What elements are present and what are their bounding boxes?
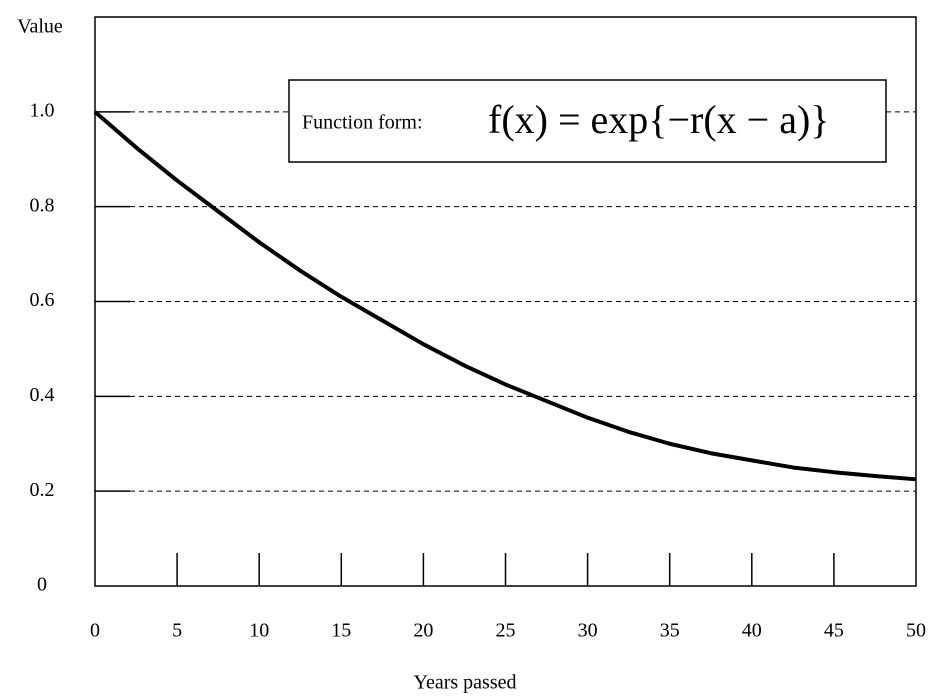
x-tick-label: 35 [660,620,680,642]
y-tick-label: 0.4 [30,384,55,406]
x-tick-label: 0 [90,620,100,642]
x-axis-label: Years passed [414,672,517,694]
x-tick-label: 5 [172,620,182,642]
y-tick-label: 0 [37,574,47,596]
x-tick-label: 50 [906,620,926,642]
x-tick-label: 25 [496,620,516,642]
x-tick-label: 20 [413,620,433,642]
annotation-label: Function form: [302,112,423,134]
annotation-formula: f(x) = exp{−r(x − a)} [488,97,830,142]
x-tick-label: 40 [742,620,762,642]
annotation-box [288,79,887,163]
y-tick-label: 1.0 [30,99,55,121]
x-tick-label: 30 [578,620,598,642]
y-tick-label: 0.6 [30,289,55,311]
data-line [93,110,917,482]
x-tick-label: 15 [331,620,351,642]
y-tick-label: 0.2 [30,479,55,501]
y-tick-label: 0.8 [30,194,55,216]
x-tick-label: 45 [824,620,844,642]
y-axis-label: Value [17,16,63,38]
x-tick-label: 10 [249,620,269,642]
